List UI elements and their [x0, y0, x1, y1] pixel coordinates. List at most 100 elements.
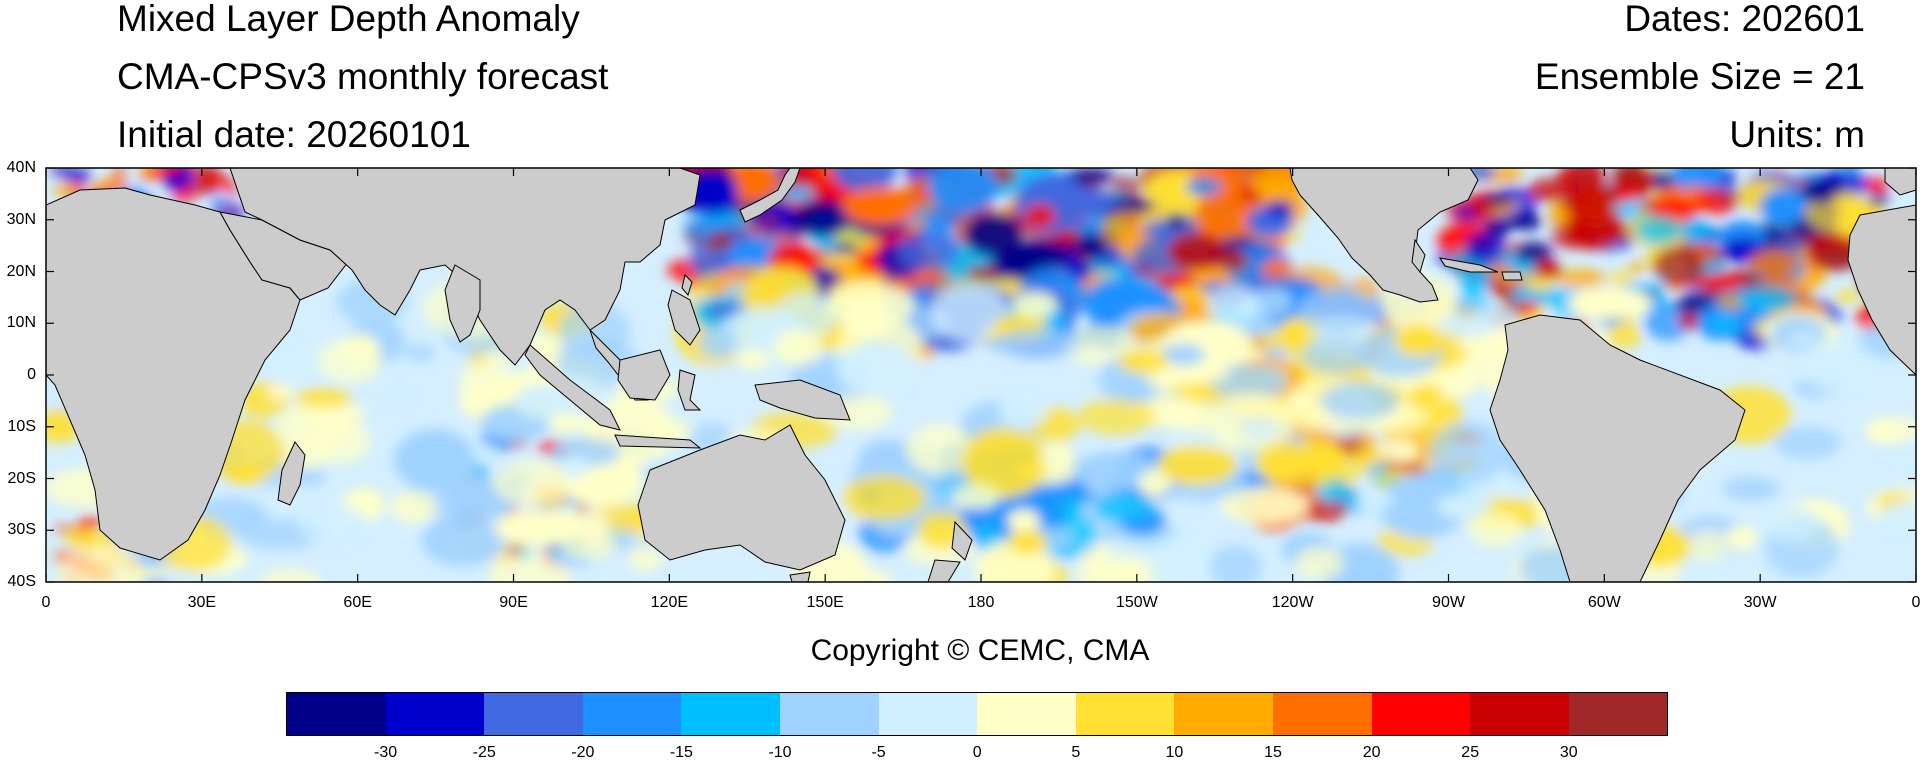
anomaly-blob: [1533, 260, 1562, 279]
anomaly-blob: [858, 439, 913, 479]
anomaly-blob: [514, 384, 565, 420]
anomaly-blob: [1688, 530, 1728, 561]
tasmania-land: [789, 571, 811, 582]
south-america-land: [1489, 314, 1746, 582]
anomaly-blob: [1208, 363, 1289, 400]
anomaly-blob: [1378, 473, 1467, 539]
anomaly-blob: [1568, 287, 1652, 319]
anomaly-blob: [1394, 324, 1445, 356]
colorbar-tick-label: -20: [571, 744, 595, 761]
anomaly-blob: [538, 510, 611, 538]
java-land: [614, 434, 702, 449]
anomaly-blob: [1429, 420, 1509, 485]
australia-land: [637, 424, 846, 571]
anomaly-blob: [65, 529, 105, 547]
lon-label: 150W: [1115, 594, 1158, 611]
colorbar-tick-label: 15: [1264, 744, 1282, 761]
chart-subtitle: CMA-CPSv3 monthly forecast: [117, 56, 609, 97]
colorbar-swatch: [1174, 693, 1273, 735]
anomaly-blob: [1160, 343, 1206, 366]
anomaly-blob: [1458, 277, 1491, 293]
anomaly-blob: [1489, 263, 1512, 273]
colorbar-tick-label: 20: [1362, 744, 1381, 761]
anomaly-blob: [1145, 534, 1211, 582]
europe-land: [1884, 168, 1916, 196]
anomaly-blob: [955, 508, 997, 525]
colorbar-swatch: [582, 693, 682, 735]
lon-label: 0: [1911, 594, 1920, 611]
anomaly-blob: [931, 284, 1009, 343]
colorbar-tick-label: 25: [1461, 744, 1480, 761]
anomaly-blob: [1203, 339, 1246, 358]
lon-label: 90W: [1432, 594, 1465, 611]
lat-label: 40S: [7, 573, 36, 590]
india-peninsula-land: [444, 264, 481, 343]
lon-label: 30E: [187, 594, 217, 611]
anomaly-blob: [1157, 445, 1237, 486]
anomaly-blob: [1320, 381, 1400, 421]
anomaly-blob: [1220, 248, 1248, 271]
west-africa-land: [1847, 204, 1916, 376]
anomaly-blob: [1176, 238, 1202, 251]
anomaly-blob: [1208, 545, 1263, 582]
anomaly-blob: [57, 544, 144, 582]
anomaly-blob: [138, 566, 171, 580]
anomaly-blob: [260, 341, 340, 380]
colorbar-swatch: [1470, 693, 1569, 735]
anomaly-blob: [1298, 287, 1382, 334]
lon-label: 120W: [1271, 594, 1314, 611]
anomaly-blob: [1519, 269, 1536, 278]
anomaly-blob: [773, 329, 823, 366]
anomaly-blob: [1670, 168, 1725, 192]
colorbar-swatch: [681, 693, 780, 735]
anomaly-blob: [1457, 208, 1477, 219]
anomaly-blob: [841, 300, 892, 341]
anomaly-blob: [1605, 329, 1642, 348]
borneo-land: [617, 349, 671, 401]
anomaly-blob: [963, 212, 1024, 257]
anomaly-blob: [1879, 500, 1916, 537]
anomaly-blob: [1146, 370, 1180, 392]
anomaly-blob: [994, 328, 1080, 361]
anomaly-blob: [953, 483, 999, 510]
anomaly-blob: [295, 388, 352, 409]
dates-label: Dates: 202601: [1624, 0, 1865, 39]
sulawesi-land: [677, 369, 702, 411]
colorbar-swatch: [977, 693, 1076, 735]
anomaly-blob: [266, 384, 296, 400]
anomaly-blob: [698, 325, 738, 359]
africa-land: [46, 187, 301, 561]
anomaly-blob: [1185, 177, 1222, 196]
taiwan-land: [681, 274, 693, 297]
anomaly-blob: [906, 424, 976, 475]
anomaly-blob: [404, 344, 436, 362]
anomaly-blob: [1866, 418, 1899, 444]
lat-label: 10S: [7, 417, 36, 435]
anomaly-blob: [925, 214, 951, 234]
anomaly-blob: [211, 203, 230, 212]
anomaly-blob: [1434, 313, 1498, 339]
anomaly-blob: [853, 570, 894, 582]
lat-label: 10N: [6, 314, 36, 332]
colorbar-tick-label: -25: [472, 744, 496, 761]
anomaly-blob: [1072, 451, 1161, 491]
anomaly-blob: [545, 413, 588, 432]
anomaly-blob: [1759, 506, 1821, 540]
anomaly-blob: [1220, 486, 1311, 524]
anomaly-blob: [1094, 493, 1152, 524]
anomaly-blob: [967, 266, 1000, 281]
lat-label: 30S: [7, 521, 36, 539]
anomaly-blob: [683, 216, 718, 240]
anomaly-blob: [1680, 218, 1713, 244]
anomaly-blob: [1643, 290, 1660, 298]
anomaly-blob: [1868, 194, 1889, 207]
anomaly-blob: [317, 338, 383, 384]
anomaly-blob: [1785, 238, 1806, 252]
anomaly-blob: [1515, 241, 1553, 264]
anomaly-blob: [1635, 216, 1682, 245]
philippines-land: [667, 289, 701, 346]
colorbar-swatch: [385, 693, 485, 735]
colorbar-tick-label: -15: [669, 744, 693, 761]
anomaly-blob: [1803, 335, 1874, 395]
anomaly-blob: [832, 168, 898, 193]
